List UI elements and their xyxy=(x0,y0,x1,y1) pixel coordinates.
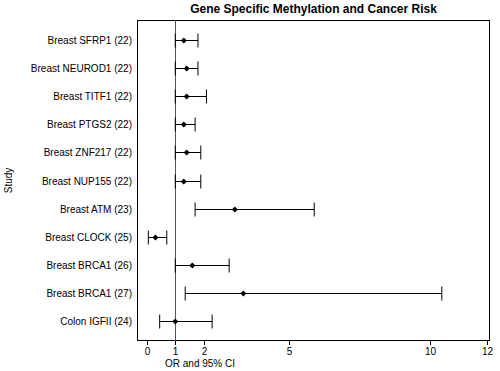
y-tick-label: Breast BRCA1 (27) xyxy=(46,288,132,299)
ci-lower-cap xyxy=(175,118,176,132)
x-tick-label: 0 xyxy=(145,346,151,357)
point-estimate xyxy=(184,66,190,72)
y-tick-label: Breast BRCA1 (26) xyxy=(46,260,132,271)
ci-lower-cap xyxy=(175,259,176,273)
y-tick-label: Breast TITF1 (22) xyxy=(53,91,132,102)
point-estimate xyxy=(172,319,178,325)
point-estimate xyxy=(232,207,238,213)
ci-line xyxy=(160,321,212,322)
ci-upper-cap xyxy=(166,231,167,245)
ci-upper-cap xyxy=(200,175,201,189)
ci-line xyxy=(175,265,229,266)
ci-lower-cap xyxy=(159,315,160,329)
ci-lower-cap xyxy=(175,34,176,48)
ci-lower-cap xyxy=(175,175,176,189)
plot-marks xyxy=(148,20,441,341)
x-tick-label: 10 xyxy=(425,346,437,357)
x-axis-label: OR and 95% CI xyxy=(165,358,235,369)
x-tick xyxy=(147,341,148,345)
ci-upper-cap xyxy=(200,146,201,160)
y-tick-label: Breast ATM (23) xyxy=(60,204,132,215)
y-tick-label: Breast NEUROD1 (22) xyxy=(31,63,132,74)
x-tick-label: 2 xyxy=(202,346,208,357)
ci-upper-cap xyxy=(206,90,207,104)
ci-upper-cap xyxy=(197,34,198,48)
point-estimate xyxy=(189,263,195,269)
ci-upper-cap xyxy=(197,62,198,76)
x-tick xyxy=(175,341,176,345)
ci-upper-cap xyxy=(212,315,213,329)
point-estimate xyxy=(181,38,187,44)
x-tick xyxy=(430,341,431,345)
y-tick-label: Breast NUP155 (22) xyxy=(42,176,132,187)
ci-lower-cap xyxy=(175,62,176,76)
y-tick-label: Breast SFRP1 (22) xyxy=(48,35,132,46)
point-estimate xyxy=(240,291,246,297)
y-tick-label: Breast ZNF217 (22) xyxy=(44,147,132,158)
y-axis-label: Study xyxy=(3,168,14,194)
ci-line xyxy=(175,181,201,182)
ci-lower-cap xyxy=(195,203,196,217)
x-tick-label: 1 xyxy=(173,346,179,357)
x-tick-label: 12 xyxy=(482,346,494,357)
chart: Gene Specific Methylation and Cancer Ris… xyxy=(0,0,500,371)
y-tick-label: Colon IGFII (24) xyxy=(60,316,132,327)
point-estimate xyxy=(152,235,158,241)
ci-lower-cap xyxy=(148,231,149,245)
ci-upper-cap xyxy=(441,287,442,301)
ci-lower-cap xyxy=(185,287,186,301)
ci-lower-cap xyxy=(175,90,176,104)
ci-upper-cap xyxy=(314,203,315,217)
x-tick xyxy=(289,341,290,345)
ci-upper-cap xyxy=(195,118,196,132)
point-estimate xyxy=(184,150,190,156)
ci-line xyxy=(175,96,206,97)
point-estimate xyxy=(184,94,190,100)
ci-upper-cap xyxy=(229,259,230,273)
ci-line xyxy=(195,209,314,210)
x-tick-label: 5 xyxy=(287,346,293,357)
plot-frame xyxy=(138,21,490,341)
y-tick-label: Breast CLOCK (25) xyxy=(45,232,132,243)
ci-lower-cap xyxy=(175,146,176,160)
x-tick xyxy=(204,341,205,345)
x-tick xyxy=(487,341,488,345)
ci-line xyxy=(185,293,442,294)
point-estimate xyxy=(181,122,187,128)
y-tick-label: Breast PTGS2 (22) xyxy=(47,119,132,130)
point-estimate xyxy=(181,179,187,185)
title: Gene Specific Methylation and Cancer Ris… xyxy=(190,2,437,16)
